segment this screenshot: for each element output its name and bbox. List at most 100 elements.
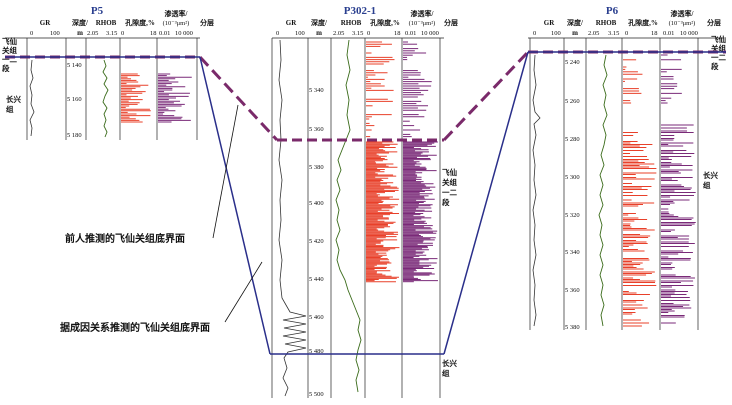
depth-unit: m: [77, 29, 83, 37]
permeability-header: 渗透率/: [165, 9, 189, 18]
well-p302-panel: P302-1 GR 0 100 深度/ m RHOB 2.05 3.15 孔隙度…: [271, 5, 458, 398]
depth-tick: 5 160: [67, 96, 82, 103]
boundary-solid-link: [199, 56, 271, 355]
formation-label-bottom: 长兴组: [6, 94, 21, 114]
gr-scale-max: 100: [551, 30, 561, 37]
depth-tick: 5 360: [565, 287, 580, 294]
permeability-scale-max: 10 000: [421, 30, 439, 37]
porosity-header: 孔隙度,%: [125, 18, 155, 27]
permeability-scale-max: 10 000: [680, 30, 698, 37]
rhob-scale-max: 3.15: [608, 30, 619, 37]
layer-header: 分层: [707, 18, 721, 27]
permeability-header: 渗透率/: [411, 9, 435, 18]
permeability-scale-max: 10 000: [175, 30, 193, 37]
porosity-track: [121, 73, 151, 123]
permeability-scale-min: 0.01: [405, 30, 416, 37]
gr-curve: [278, 39, 307, 397]
boundary-dashed-link: [442, 50, 530, 142]
formation-label-bottom: 长兴组: [442, 358, 457, 378]
depth-tick: 5 460: [309, 314, 324, 321]
porosity-scale-max: 18: [651, 30, 658, 37]
well-p5-panel: P5 GR 0 100 深度/ m RHOB 2.05 3.15 孔隙度,% 0…: [2, 5, 214, 140]
depth-tick: 5 300: [565, 174, 580, 181]
depth-tick: 5 260: [565, 98, 580, 105]
permeability-unit: (10⁻³μm²): [409, 20, 436, 27]
formation-label-top: 飞仙关组一二段: [442, 167, 457, 207]
depth-tick: 5 360: [309, 126, 324, 133]
gr-curve: [29, 59, 35, 137]
porosity-header: 孔隙度,%: [370, 18, 400, 27]
porosity-scale-min: 0: [367, 30, 370, 37]
rhob-scale-min: 2.05: [588, 30, 599, 37]
rhob-scale-min: 2.05: [87, 30, 98, 37]
rhob-scale-min: 2.05: [333, 30, 344, 37]
previous-interpretation-boundary: [5, 50, 726, 142]
rhob-header: RHOB: [96, 19, 117, 27]
gr-curve: [532, 54, 541, 327]
rhob-curve: [598, 54, 608, 327]
permeability-track: [661, 54, 696, 324]
porosity-track: [623, 59, 657, 327]
rhob-header: RHOB: [596, 19, 617, 27]
gr-scale-min: 0: [276, 30, 279, 37]
boundary-dashed-link: [198, 55, 279, 142]
annotation-previous-boundary: 前人推测的飞仙关组底界面: [65, 232, 185, 245]
porosity-track: [366, 41, 400, 283]
leader-line-genetic: [224, 261, 263, 323]
well-name-p6: P6: [606, 5, 619, 17]
gr-header: GR: [544, 19, 555, 27]
depth-unit: m: [572, 29, 578, 37]
porosity-scale-min: 0: [625, 30, 628, 37]
depth-tick: 5 140: [67, 62, 82, 69]
depth-header: 深度/: [567, 18, 584, 27]
depth-tick: 5 340: [565, 249, 580, 256]
depth-tick: 5 440: [309, 276, 324, 283]
well-name-p5: P5: [91, 5, 104, 17]
depth-tick: 5 240: [565, 59, 580, 66]
depth-unit: m: [316, 29, 322, 37]
leader-line-previous: [212, 104, 239, 239]
annotation-genetic-boundary: 据成因关系推测的飞仙关组底界面: [60, 321, 210, 334]
porosity-scale-max: 18: [150, 30, 157, 37]
depth-tick: 5 280: [565, 136, 580, 143]
permeability-header: 渗透率/: [671, 9, 695, 18]
permeability-track: [403, 41, 438, 283]
rhob-curve: [335, 39, 362, 393]
depth-tick: 5 320: [565, 212, 580, 219]
depth-tick: 5 400: [309, 200, 324, 207]
layer-header: 分层: [200, 18, 214, 27]
rhob-header: RHOB: [341, 19, 362, 27]
depth-header: 深度/: [72, 18, 89, 27]
formation-label-top: 飞仙关组一二段: [711, 34, 726, 71]
permeability-scale-min: 0.01: [159, 30, 170, 37]
depth-tick: 5 420: [309, 238, 324, 245]
porosity-scale-max: 18: [394, 30, 401, 37]
rhob-scale-max: 3.15: [352, 30, 363, 37]
depth-tick: 5 500: [309, 391, 324, 398]
layer-header: 分层: [444, 18, 458, 27]
depth-tick: 5 480: [309, 348, 324, 355]
gr-scale-min: 0: [533, 30, 536, 37]
depth-tick: 5 180: [67, 132, 82, 139]
gr-scale-min: 0: [30, 30, 33, 37]
permeability-unit: (10⁻³μm²): [669, 20, 696, 27]
porosity-scale-min: 0: [121, 30, 124, 37]
rhob-scale-max: 3.15: [106, 30, 117, 37]
formation-label-top: 飞仙关组一二段: [2, 36, 17, 73]
gr-scale-max: 100: [295, 30, 305, 37]
well-p6-panel: P6 GR 0 100 深度/ m RHOB 2.05 3.15 孔隙度,% 0…: [528, 5, 726, 331]
boundary-solid-link: [443, 51, 529, 355]
permeability-unit: (10⁻³μm²): [163, 20, 190, 27]
porosity-header: 孔隙度,%: [628, 18, 658, 27]
gr-header: GR: [286, 19, 297, 27]
gr-header: GR: [40, 19, 51, 27]
well-name-p302: P302-1: [344, 5, 376, 17]
depth-tick: 5 380: [565, 324, 580, 331]
rhob-curve: [102, 59, 109, 138]
depth-header: 深度/: [311, 18, 328, 27]
depth-tick: 5 380: [309, 164, 324, 171]
depth-tick: 5 340: [309, 87, 324, 94]
permeability-scale-min: 0.01: [663, 30, 674, 37]
permeability-track: [158, 73, 192, 123]
